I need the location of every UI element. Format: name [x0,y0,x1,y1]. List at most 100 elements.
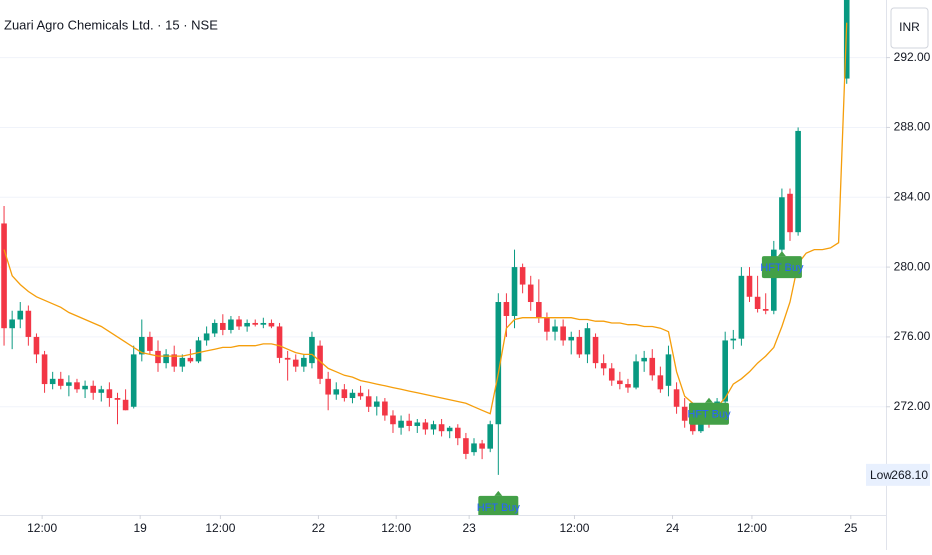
x-tick-label: 12:00 [737,521,767,535]
candle-body [98,389,105,393]
plot-area: HFT Buy HFT Buy HFT Buy [0,0,886,515]
signal-box [688,402,729,425]
low-marker-value: 268.10 [891,468,928,482]
y-tick-label: 292.00 [894,50,931,64]
x-tick-label: 22 [312,521,326,535]
candle-body [471,443,477,453]
signal-label: HFT Buy [477,490,520,515]
candle-body [357,392,364,397]
candle-body [568,336,575,341]
candle-body [527,284,534,303]
candle-body [163,354,169,364]
candle-body [552,326,558,332]
candle-body [633,361,639,388]
vwap-line [3,22,848,415]
candle-body [689,420,696,432]
candle-body [584,328,591,355]
candle-body [49,378,56,385]
candle-body [382,401,388,416]
candle-body [130,354,137,407]
candle-body [252,322,259,325]
signal-arrow [777,251,786,257]
y-tick-label: 284.00 [894,189,931,203]
candle-body [25,310,32,337]
candle-body [738,275,745,339]
candle-body [422,422,429,430]
candle-body [560,326,566,341]
low-marker-box [866,463,930,486]
candle-body [122,399,129,411]
candle-body [9,319,15,329]
signal-box [761,256,802,279]
candle-body [455,427,461,439]
candle-body [617,380,623,385]
y-tick-label: 276.00 [894,329,931,343]
candle-body [779,197,785,250]
candle-body [657,375,664,390]
candle-body [82,385,88,390]
signal-text: HFT Buy [760,262,804,274]
candle-body [641,357,647,362]
candle-body [325,378,331,395]
candle-body [681,406,688,421]
candle-body [203,333,210,341]
candle-body [754,296,761,309]
candle-body [228,319,234,330]
candle-body [90,385,96,393]
candle-body [236,319,242,327]
candle-body [301,357,307,367]
signal-arrow [494,490,503,496]
candle-body [746,275,753,297]
candle-body [341,389,348,399]
y-tick-label: 272.00 [894,399,931,413]
candle-body [536,302,542,318]
candle-body [787,193,793,233]
candle-body [244,322,250,327]
candle-body [592,336,599,364]
candle-body [74,382,80,390]
candle-body [762,309,769,311]
candle-body [268,322,275,327]
candle-body [276,326,283,358]
signal-box [478,495,519,515]
low-marker-label: Low [870,468,892,482]
candle-body [349,392,356,399]
candle-body [503,302,510,316]
candle-body [446,427,453,432]
candle-body [730,338,737,341]
candle-body [114,398,121,400]
candle-body [187,357,194,362]
candle-body [57,378,64,386]
x-tick-label: 19 [133,521,147,535]
candle-body [430,424,437,430]
candle-body [33,336,40,355]
x-tick-label: 12:00 [381,521,411,535]
candle-body [479,443,485,449]
candle-body [608,368,615,381]
candle-body [66,382,72,386]
x-tick-label: 12:00 [559,521,589,535]
currency-box[interactable] [890,7,929,49]
x-tick-label: 12:00 [205,521,235,535]
candle-body [414,422,421,426]
candle-body [665,354,672,386]
signal-arrow [704,397,713,403]
candle-body [260,322,267,325]
chart-title: Zuari Agro Chemicals Ltd. · 15 · NSE [4,17,218,32]
candle-body [333,389,340,395]
signal-label: HFT Buy [687,397,731,425]
candle-body [390,415,396,425]
candle-body [171,354,178,367]
candle-body [365,396,372,407]
candle-body [220,322,226,330]
candle-body [600,363,607,369]
currency-label[interactable]: INR [899,20,920,34]
signal-text: HFT Buy [687,409,731,421]
candle-body [147,336,153,351]
candle-body [495,302,502,425]
candle-body [138,336,145,355]
x-tick-label: 25 [844,521,858,535]
signal-label: HFT Buy [760,251,804,279]
